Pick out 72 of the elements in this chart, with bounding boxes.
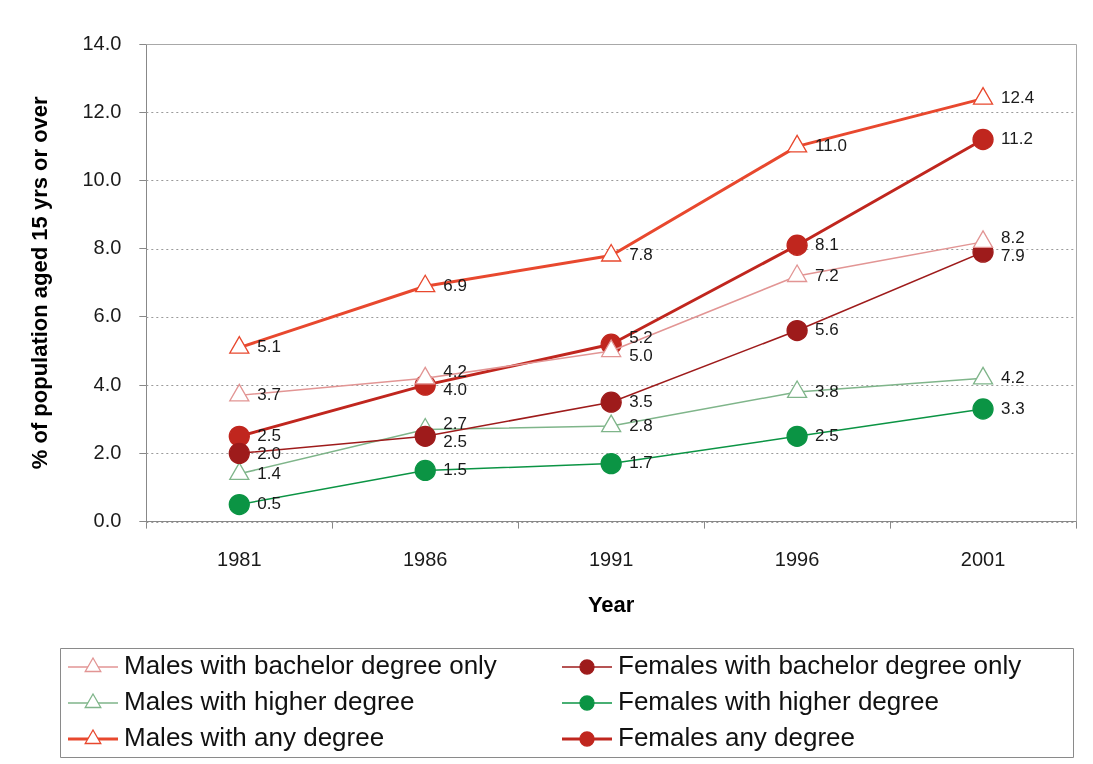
- point: [228, 493, 250, 516]
- point: [229, 335, 250, 354]
- legend-label: Males with higher degree: [124, 686, 415, 717]
- data-label: 2.5: [443, 431, 467, 451]
- point: [972, 86, 994, 105]
- y-axis-title: % of population aged 15 yrs or over: [27, 95, 53, 470]
- data-label: 7.9: [1001, 245, 1025, 265]
- point: [600, 391, 622, 413]
- point: [972, 366, 994, 385]
- data-label: 7.8: [629, 245, 653, 265]
- data-label: 2.7: [443, 413, 467, 433]
- x-tick-label: 1996: [774, 548, 820, 571]
- y-tick-label: 10.0: [82, 167, 122, 190]
- data-label: 0.5: [257, 494, 281, 514]
- data-label: 3.7: [257, 385, 281, 405]
- data-label: 4.2: [1001, 368, 1025, 388]
- data-label: 4.2: [443, 362, 467, 382]
- data-label: 3.8: [815, 381, 839, 401]
- legend-label: Males with bachelor degree only: [124, 650, 497, 681]
- point: [600, 452, 622, 475]
- data-label: 5.6: [815, 320, 839, 340]
- data-label: 2.5: [257, 425, 281, 445]
- data-label: 2.5: [815, 426, 839, 445]
- x-tick-label: 2001: [960, 548, 1006, 571]
- point: [414, 425, 436, 447]
- point: [600, 243, 622, 262]
- y-tick-label: 4.0: [93, 372, 122, 395]
- y-tick-label: 14.0: [82, 31, 122, 54]
- legend-label: Males with any degree: [124, 722, 385, 753]
- y-tick-label: 6.0: [93, 304, 122, 327]
- point: [600, 339, 622, 358]
- point: [229, 383, 250, 402]
- data-label: 5.1: [257, 337, 281, 357]
- data-label: 6.9: [443, 275, 467, 295]
- point: [972, 398, 994, 420]
- x-tick-label: 1991: [588, 548, 634, 571]
- legend-label: Females with bachelor degree only: [618, 650, 1022, 681]
- point: [228, 425, 250, 447]
- x-tick-label: 1986: [402, 548, 448, 571]
- y-tick-label: 2.0: [93, 440, 122, 463]
- point: [786, 380, 808, 399]
- data-label: 5.2: [629, 328, 653, 348]
- point: [786, 319, 808, 342]
- legend-label: Females with higher degree: [618, 686, 939, 717]
- data-label: 3.5: [629, 391, 653, 411]
- data-label: 3.3: [1001, 398, 1025, 418]
- y-tick-label: 0.0: [93, 509, 122, 532]
- point: [415, 366, 436, 385]
- point: [786, 264, 808, 283]
- data-label: 5.0: [629, 346, 653, 366]
- x-axis-title: Year: [587, 591, 635, 617]
- y-tick-label: 12.0: [82, 99, 122, 122]
- point: [786, 134, 808, 153]
- data-label: 8.2: [1001, 227, 1025, 247]
- data-label: 12.4: [1001, 88, 1035, 108]
- data-label: 11.0: [815, 136, 847, 156]
- point: [786, 425, 808, 447]
- data-label: 4.0: [443, 380, 467, 400]
- data-label: 8.1: [815, 234, 839, 254]
- data-label: 7.2: [815, 265, 839, 285]
- point: [786, 234, 808, 256]
- legend-label: Females any degree: [618, 722, 856, 753]
- data-label: 11.2: [1001, 129, 1033, 149]
- point: [228, 442, 250, 465]
- point: [414, 459, 436, 482]
- data-label: 1.4: [257, 463, 281, 483]
- point: [972, 230, 994, 249]
- point: [600, 414, 622, 433]
- x-tick-label: 1981: [217, 548, 262, 571]
- point: [415, 274, 436, 293]
- y-tick-label: 8.0: [93, 236, 122, 259]
- data-label: 2.8: [629, 415, 653, 435]
